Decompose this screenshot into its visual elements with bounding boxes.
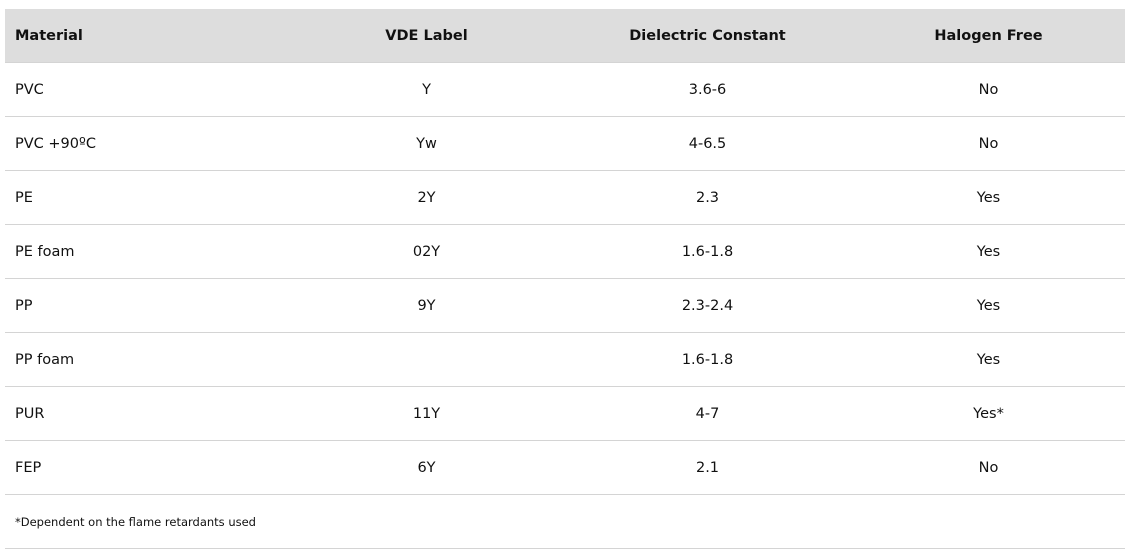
table-row: PP foam 1.6-1.8 Yes xyxy=(5,332,1125,387)
cell-vde-label: 6Y xyxy=(286,440,567,495)
table-row: PVC +90ºC Yw 4-6.5 No xyxy=(5,116,1125,171)
cell-vde-label: 02Y xyxy=(286,224,567,279)
cell-material: PVC xyxy=(5,62,286,117)
table-row: PUR 11Y 4-7 Yes* xyxy=(5,386,1125,441)
cell-halogen-free: Yes xyxy=(848,332,1125,387)
cell-material: PE xyxy=(5,170,286,225)
cell-vde-label: 2Y xyxy=(286,170,567,225)
cell-halogen-free: Yes xyxy=(848,224,1125,279)
header-material: Material xyxy=(5,9,286,63)
cell-dielectric-constant: 1.6-1.8 xyxy=(567,332,848,387)
cell-material: FEP xyxy=(5,440,286,495)
table-row: PVC Y 3.6-6 No xyxy=(5,62,1125,117)
footnote: *Dependent on the flame retardants used xyxy=(5,494,1125,549)
table-row: PE 2Y 2.3 Yes xyxy=(5,170,1125,225)
cell-dielectric-constant: 2.3 xyxy=(567,170,848,225)
cell-dielectric-constant: 3.6-6 xyxy=(567,62,848,117)
table-header-row: Material VDE Label Dielectric Constant H… xyxy=(5,9,1125,63)
header-vde-label: VDE Label xyxy=(286,9,567,63)
materials-table: Material VDE Label Dielectric Constant H… xyxy=(5,9,1125,549)
cell-material: PP xyxy=(5,278,286,333)
cell-halogen-free: Yes xyxy=(848,278,1125,333)
table-row: PE foam 02Y 1.6-1.8 Yes xyxy=(5,224,1125,279)
cell-dielectric-constant: 1.6-1.8 xyxy=(567,224,848,279)
table-row: PP 9Y 2.3-2.4 Yes xyxy=(5,278,1125,333)
cell-dielectric-constant: 2.3-2.4 xyxy=(567,278,848,333)
cell-vde-label: 9Y xyxy=(286,278,567,333)
header-dielectric-constant: Dielectric Constant xyxy=(567,9,848,63)
cell-halogen-free: Yes xyxy=(848,170,1125,225)
cell-dielectric-constant: 4-6.5 xyxy=(567,116,848,171)
cell-material: PUR xyxy=(5,386,286,441)
header-halogen-free: Halogen Free xyxy=(848,9,1125,63)
cell-halogen-free: No xyxy=(848,440,1125,495)
cell-material: PP foam xyxy=(5,332,286,387)
cell-vde-label: Yw xyxy=(286,116,567,171)
cell-vde-label xyxy=(286,332,567,387)
cell-vde-label: Y xyxy=(286,62,567,117)
cell-dielectric-constant: 2.1 xyxy=(567,440,848,495)
footnote-row: *Dependent on the flame retardants used xyxy=(5,494,1125,549)
cell-halogen-free: Yes* xyxy=(848,386,1125,441)
cell-material: PVC +90ºC xyxy=(5,116,286,171)
table-row: FEP 6Y 2.1 No xyxy=(5,440,1125,495)
cell-halogen-free: No xyxy=(848,116,1125,171)
cell-vde-label: 11Y xyxy=(286,386,567,441)
cell-dielectric-constant: 4-7 xyxy=(567,386,848,441)
cell-halogen-free: No xyxy=(848,62,1125,117)
cell-material: PE foam xyxy=(5,224,286,279)
